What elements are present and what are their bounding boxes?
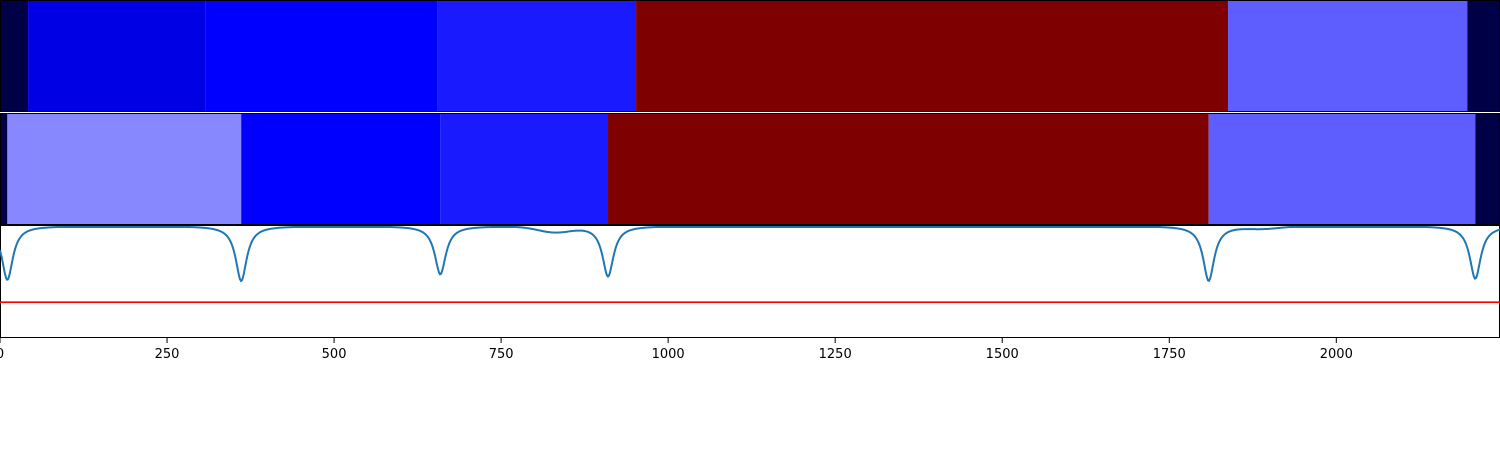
x-tick-label: 2000 (1320, 347, 1353, 362)
heatmap-cell (0, 114, 8, 225)
x-tick-label: 500 (322, 347, 347, 362)
heatmap-cell (437, 1, 637, 112)
heatmap-cell (7, 114, 242, 225)
heatmap-cell (1208, 114, 1476, 225)
heatmap-cell (636, 1, 1229, 112)
x-tick-label: 1750 (1153, 347, 1186, 362)
x-tick-label: 250 (155, 347, 180, 362)
x-tick-label: 750 (489, 347, 514, 362)
x-axis: 0 250 500 750 1000 1250 1500 1750 2000 (0, 338, 1353, 362)
heatmap-cell (1228, 1, 1468, 112)
heatmap-track-bottom (0, 114, 1500, 225)
heatmap-cell (1467, 1, 1500, 112)
heatmap-cell (0, 1, 29, 112)
heatmap-cell (28, 1, 206, 112)
heatmap-track-top (0, 1, 1500, 112)
heatmap-cell (1475, 114, 1500, 225)
x-tick-label: 1250 (819, 347, 852, 362)
heatmap-cell (440, 114, 609, 225)
heatmap-cell (608, 114, 1209, 225)
x-tick-label: 1000 (652, 347, 685, 362)
x-tick-label: 1500 (986, 347, 1019, 362)
heatmap-cell (205, 1, 438, 112)
signal-line (0, 226, 1500, 283)
heatmap-cell (241, 114, 441, 225)
x-tick-label: 0 (0, 347, 4, 362)
